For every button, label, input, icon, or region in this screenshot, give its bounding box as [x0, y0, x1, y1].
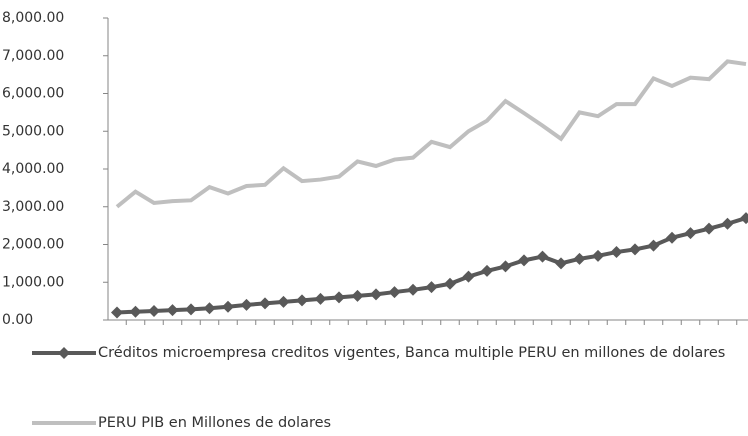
- data-point: [222, 300, 234, 313]
- data-point: [666, 231, 678, 244]
- data-point: [425, 281, 438, 294]
- data-point: [129, 305, 142, 318]
- data-point: [185, 303, 197, 316]
- data-point: [462, 270, 475, 283]
- legend-item: Créditos microempresa creditos vigentes,…: [30, 340, 740, 366]
- y-tick-label: 6,000.00: [2, 86, 64, 102]
- y-tick-label: 1,000.00: [2, 274, 64, 290]
- series-line: [116, 216, 747, 315]
- data-point: [481, 264, 493, 277]
- data-point: [555, 257, 567, 270]
- data-point: [370, 288, 382, 301]
- data-point: [333, 291, 345, 304]
- data-point: [277, 295, 290, 308]
- y-tick-label: 0.00: [2, 312, 33, 328]
- series-line: [115, 59, 747, 209]
- data-point: [203, 302, 216, 315]
- data-point: [407, 283, 419, 296]
- data-point: [296, 294, 308, 307]
- legend-label: PERU PIB en Millones de dolares: [98, 415, 332, 431]
- y-tick-label: 4,000.00: [2, 161, 64, 177]
- data-point: [740, 212, 748, 225]
- data-point: [240, 298, 253, 311]
- data-point: [444, 277, 456, 290]
- legend-icon: [32, 421, 96, 425]
- data-point: [536, 250, 549, 263]
- y-tick-label: 7,000.00: [2, 48, 64, 64]
- y-tick-label: 5,000.00: [2, 123, 64, 139]
- y-tick-label: 3,000.00: [2, 199, 64, 215]
- data-point: [647, 239, 660, 252]
- data-point: [351, 289, 364, 302]
- data-point: [573, 252, 586, 265]
- data-point: [166, 304, 179, 317]
- chart: 0.00 1,000.00 2,000.00 3,000.00 4,000.00 5,00…: [2, 10, 748, 328]
- data-point: [703, 222, 715, 235]
- data-point: [388, 286, 401, 299]
- data-point: [259, 297, 271, 310]
- y-tick-label: 2,000.00: [2, 237, 64, 253]
- data-point: [592, 249, 604, 262]
- data-point: [314, 292, 327, 305]
- data-point: [148, 304, 160, 317]
- y-tick-label: 8,000.00: [2, 10, 64, 26]
- data-point: [721, 217, 734, 230]
- data-point: [499, 260, 512, 273]
- legend-item: PERU PIB en Millones de dolares: [30, 410, 740, 436]
- data-point: [629, 243, 641, 256]
- data-point: [610, 246, 623, 259]
- data-point: [684, 227, 697, 240]
- legend-icon: [32, 347, 96, 359]
- data-point: [518, 254, 530, 267]
- legend-marker: [58, 347, 70, 359]
- legend-label: Créditos microempresa creditos vigentes,…: [98, 345, 726, 361]
- data-point: [111, 306, 123, 319]
